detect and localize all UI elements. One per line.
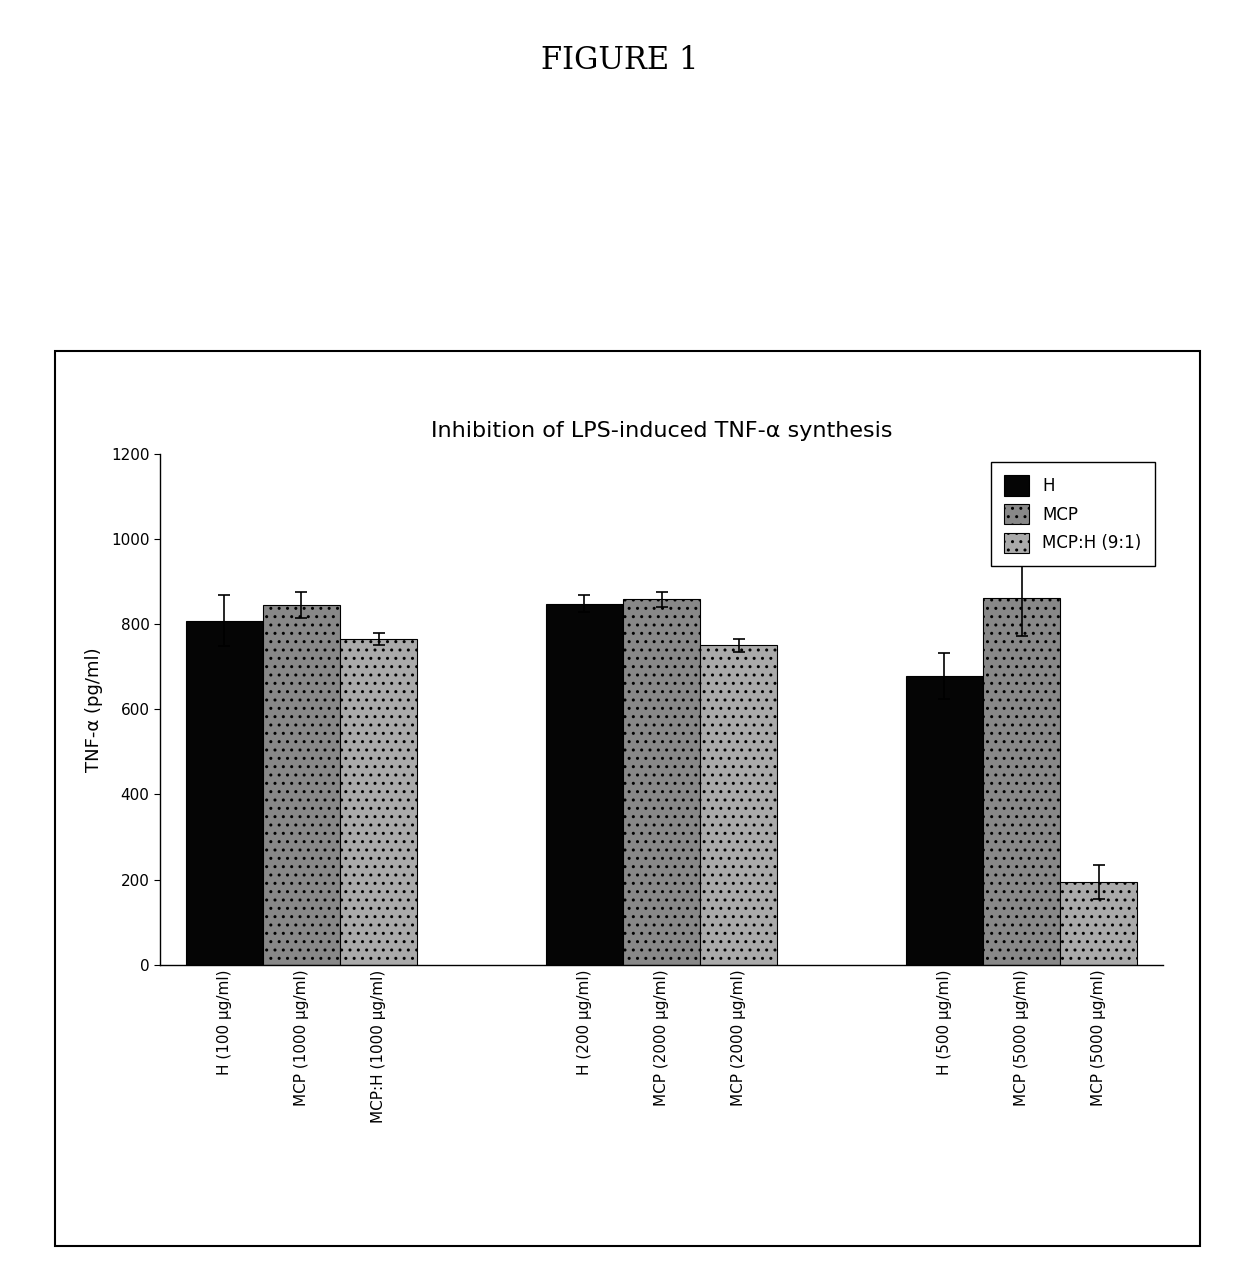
Bar <box>906 676 983 965</box>
Y-axis label: TNF-α (pg/ml): TNF-α (pg/ml) <box>84 647 103 772</box>
Bar <box>546 603 622 965</box>
Bar <box>983 598 1060 965</box>
Bar <box>186 621 263 965</box>
Legend: H, MCP, MCP:H (9:1): H, MCP, MCP:H (9:1) <box>991 463 1154 566</box>
Bar <box>1060 882 1137 965</box>
Bar <box>340 639 417 965</box>
Bar <box>701 645 777 965</box>
Title: Inhibition of LPS-induced TNF-α synthesis: Inhibition of LPS-induced TNF-α synthesi… <box>430 420 893 441</box>
Bar <box>622 599 701 965</box>
Bar <box>263 604 340 965</box>
Text: FIGURE 1: FIGURE 1 <box>541 45 699 75</box>
